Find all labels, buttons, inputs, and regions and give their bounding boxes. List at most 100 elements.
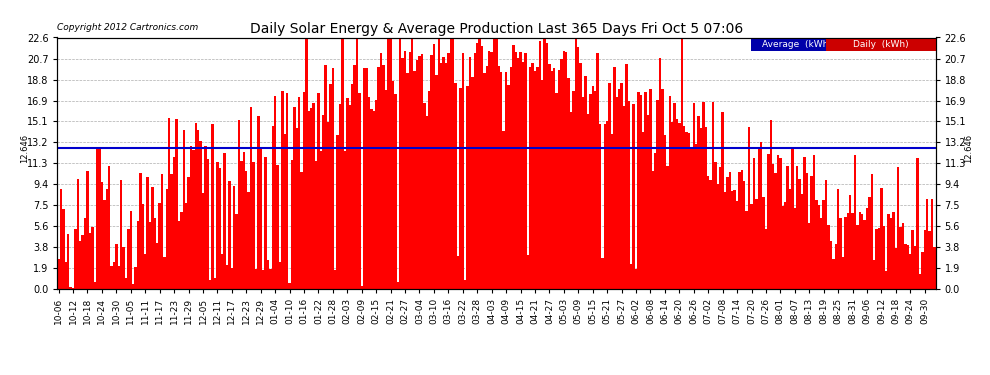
Bar	[402, 58, 404, 289]
Bar	[921, 252, 924, 289]
Bar	[644, 92, 646, 289]
Bar	[113, 262, 115, 289]
Bar	[764, 229, 767, 289]
Bar	[443, 57, 445, 289]
Bar	[517, 58, 520, 289]
Bar	[414, 71, 416, 289]
Bar	[688, 132, 690, 289]
Bar	[702, 102, 705, 289]
Bar	[233, 186, 236, 289]
Bar	[262, 270, 264, 289]
Bar	[734, 190, 736, 289]
Bar	[384, 90, 387, 289]
Bar	[574, 38, 577, 289]
Bar	[447, 53, 449, 289]
Bar	[741, 170, 743, 289]
Bar	[404, 51, 406, 289]
Bar	[411, 38, 414, 289]
Bar	[663, 135, 666, 289]
Bar	[148, 222, 151, 289]
Bar	[589, 94, 591, 289]
Bar	[823, 200, 825, 289]
Bar	[820, 218, 823, 289]
Bar	[520, 52, 522, 289]
Bar	[219, 168, 221, 289]
Bar	[86, 171, 89, 289]
Bar	[676, 118, 678, 289]
Bar	[108, 166, 110, 289]
Bar	[363, 68, 365, 289]
Bar	[777, 155, 779, 289]
Bar	[545, 43, 548, 289]
Bar	[214, 278, 216, 289]
Bar	[813, 155, 815, 289]
Bar	[512, 45, 515, 289]
Bar	[801, 194, 803, 289]
Bar	[416, 60, 419, 289]
Bar	[769, 120, 772, 289]
Bar	[541, 80, 544, 289]
Bar	[567, 78, 570, 289]
Bar	[249, 107, 252, 289]
Bar	[902, 224, 904, 289]
Bar	[727, 177, 729, 289]
Bar	[739, 172, 741, 289]
Bar	[337, 135, 339, 289]
Bar	[236, 214, 238, 289]
Bar	[365, 68, 367, 289]
Bar	[315, 161, 317, 289]
Bar	[423, 103, 426, 289]
Bar	[387, 38, 389, 289]
Bar	[630, 264, 633, 289]
Bar	[199, 141, 202, 289]
Bar	[334, 270, 337, 289]
Bar	[118, 266, 120, 289]
Bar	[863, 220, 866, 289]
Bar	[409, 53, 411, 289]
Bar	[714, 162, 717, 289]
Bar	[825, 180, 828, 289]
Bar	[844, 217, 846, 289]
Bar	[914, 246, 917, 289]
Bar	[719, 167, 722, 289]
Bar	[596, 53, 599, 289]
Bar	[934, 247, 936, 289]
Bar	[505, 72, 507, 289]
Bar	[254, 269, 257, 289]
Bar	[774, 173, 777, 289]
Bar	[623, 106, 626, 289]
Bar	[96, 148, 98, 289]
Bar	[120, 180, 123, 289]
Bar	[101, 182, 103, 289]
Bar	[163, 257, 165, 289]
Bar	[332, 68, 334, 289]
Bar	[786, 166, 789, 289]
Bar	[231, 268, 233, 289]
Bar	[224, 153, 226, 289]
Bar	[717, 184, 719, 289]
Bar	[621, 82, 623, 289]
Bar	[276, 165, 279, 289]
Bar	[428, 91, 431, 289]
Bar	[221, 254, 224, 289]
Bar	[616, 97, 618, 289]
Bar	[93, 282, 96, 289]
Bar	[180, 212, 182, 289]
Bar	[572, 91, 574, 289]
Bar	[300, 172, 303, 289]
Bar	[806, 172, 808, 289]
Bar	[544, 38, 545, 289]
Bar	[246, 171, 248, 289]
Bar	[858, 213, 861, 289]
Bar	[123, 247, 125, 289]
Bar	[656, 100, 659, 289]
Bar	[907, 245, 909, 289]
Bar	[144, 254, 147, 289]
Bar	[229, 180, 231, 289]
Bar	[436, 75, 438, 289]
Bar	[293, 108, 296, 289]
Bar	[587, 114, 589, 289]
Bar	[204, 146, 207, 289]
Bar	[397, 282, 399, 289]
Bar	[649, 88, 651, 289]
